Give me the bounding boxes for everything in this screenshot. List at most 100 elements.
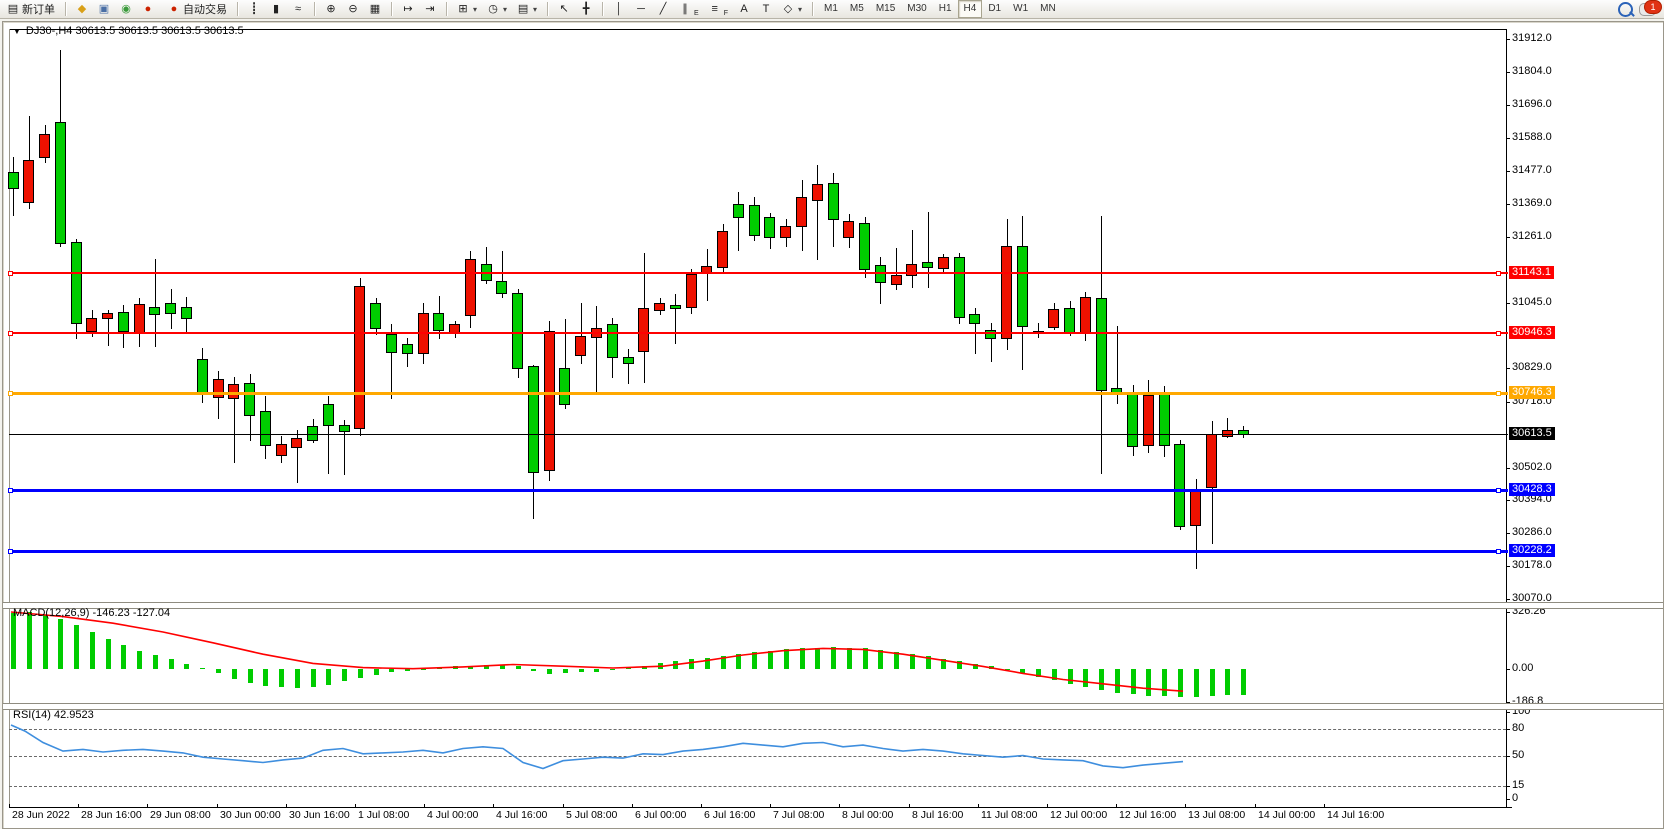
candle-body[interactable] <box>1206 434 1217 488</box>
tile-windows-button[interactable]: ▦ <box>364 0 386 18</box>
candle-body[interactable] <box>1080 297 1091 334</box>
horizontal-level-line[interactable] <box>9 392 1508 395</box>
candle-body[interactable] <box>954 257 965 318</box>
candle-body[interactable] <box>686 274 697 308</box>
candle-body[interactable] <box>228 384 239 399</box>
candle-body[interactable] <box>71 242 82 324</box>
candle-body[interactable] <box>717 231 728 268</box>
candle-body[interactable] <box>197 359 208 394</box>
periods-button[interactable]: ◷ ▾ <box>482 0 512 18</box>
candle-body[interactable] <box>1096 298 1107 391</box>
autotrade-button[interactable]: ● <box>137 0 159 18</box>
charts-button[interactable]: ◆ <box>71 0 93 18</box>
candle-body[interactable] <box>749 205 760 236</box>
horizontal-level-line[interactable] <box>9 489 1508 492</box>
candle-body[interactable] <box>1001 246 1012 339</box>
candle-body[interactable] <box>859 223 870 270</box>
line-handle-right[interactable] <box>1496 549 1501 554</box>
timeframe-button-mn[interactable]: MN <box>1040 3 1056 14</box>
chat-icon[interactable]: 1 <box>1639 0 1662 16</box>
timeframe-button-h1[interactable]: H1 <box>938 3 952 14</box>
chevron-down-icon[interactable]: ▾ <box>798 4 803 14</box>
horizontal-level-line[interactable] <box>9 332 1508 334</box>
line-handle-left[interactable] <box>8 549 13 554</box>
candle-body[interactable] <box>1017 246 1028 327</box>
candle-body[interactable] <box>969 314 980 324</box>
text-label-button[interactable]: T <box>755 0 777 18</box>
candle-body[interactable] <box>370 303 381 329</box>
timeframe-button-m15[interactable]: M15 <box>875 3 896 14</box>
candle-body[interactable] <box>1064 308 1075 334</box>
auto-scroll-button[interactable]: ↦ <box>397 0 419 18</box>
line-handle-right[interactable] <box>1496 488 1501 493</box>
timeframe-button-w1[interactable]: W1 <box>1013 3 1029 14</box>
candle-body[interactable] <box>323 404 334 426</box>
candle-body[interactable] <box>891 275 902 285</box>
candle-body[interactable] <box>1222 430 1233 437</box>
equidistant-channel-button[interactable]: ∥ E <box>674 0 704 18</box>
chart-shift-button[interactable]: ⇥ <box>419 0 441 18</box>
timeframe-button-d1[interactable]: D1 <box>988 3 1002 14</box>
candle-body[interactable] <box>670 305 681 309</box>
candle-body[interactable] <box>528 366 539 473</box>
candle-body[interactable] <box>496 281 507 294</box>
horizontal-level-line[interactable] <box>9 550 1508 553</box>
chevron-down-icon[interactable]: ▾ <box>473 4 478 14</box>
candle-body[interactable] <box>875 265 886 283</box>
candle-body[interactable] <box>638 308 649 352</box>
search-icon[interactable] <box>1618 1 1633 17</box>
candle-body[interactable] <box>465 259 476 316</box>
candlestick-chart-button[interactable]: ▮ <box>265 0 287 18</box>
candle-body[interactable] <box>764 217 775 238</box>
chevron-down-icon[interactable]: ▾ <box>503 4 508 14</box>
candle-body[interactable] <box>575 336 586 356</box>
candle-body[interactable] <box>906 264 917 276</box>
candle-body[interactable] <box>733 204 744 218</box>
candle-body[interactable] <box>843 221 854 238</box>
candle-body[interactable] <box>1159 394 1170 446</box>
line-handle-left[interactable] <box>8 391 13 396</box>
candle-body[interactable] <box>8 172 19 189</box>
candle-body[interactable] <box>86 318 97 332</box>
candle-body[interactable] <box>165 303 176 314</box>
rsi-panel-separator[interactable] <box>3 703 1663 710</box>
candle-body[interactable] <box>260 411 271 446</box>
candle-body[interactable] <box>1048 309 1059 328</box>
candle-body[interactable] <box>386 334 397 353</box>
candle-body[interactable] <box>339 425 350 432</box>
candle-body[interactable] <box>544 331 555 471</box>
line-handle-right[interactable] <box>1496 331 1501 336</box>
candle-body[interactable] <box>118 312 129 332</box>
cursor-button[interactable]: ↖ <box>553 0 575 18</box>
macd-panel-separator[interactable] <box>3 602 1663 609</box>
candle-body[interactable] <box>354 286 365 429</box>
candle-body[interactable] <box>276 444 287 456</box>
chevron-down-icon[interactable]: ▾ <box>533 4 538 14</box>
candle-body[interactable] <box>796 197 807 227</box>
indicators-button[interactable]: ⊞ ▾ <box>452 0 482 18</box>
candle-body[interactable] <box>55 122 66 244</box>
line-chart-button[interactable]: ≈ <box>287 0 309 18</box>
candle-body[interactable] <box>1127 392 1138 447</box>
text-button[interactable]: A <box>733 0 755 18</box>
fibonacci-button[interactable]: ≡ F <box>704 0 733 18</box>
crosshair-button[interactable]: ╋ <box>575 0 597 18</box>
bar-chart-button[interactable]: ┋ <box>243 0 265 18</box>
candle-body[interactable] <box>134 304 145 334</box>
horizontal-level-line[interactable] <box>9 434 1508 435</box>
candle-body[interactable] <box>244 383 255 416</box>
timeframe-button-h4[interactable]: H4 <box>957 0 983 18</box>
candle-body[interactable] <box>512 293 523 369</box>
candle-body[interactable] <box>654 303 665 311</box>
candle-body[interactable] <box>922 262 933 268</box>
signals-button[interactable]: ◉ <box>115 0 137 18</box>
autotrade-button[interactable]: ● 自动交易 <box>163 0 232 18</box>
zoom-in-button[interactable]: ⊕ <box>320 0 342 18</box>
chart-area[interactable]: ▼ DJ30-,H4 30613.5 30613.5 30613.5 30613… <box>3 22 1663 828</box>
line-handle-left[interactable] <box>8 271 13 276</box>
profile-button[interactable]: ▣ <box>93 0 115 18</box>
timeframe-button-m5[interactable]: M5 <box>849 3 864 14</box>
symbol-quote-line[interactable]: ▼ DJ30-,H4 30613.5 30613.5 30613.5 30613… <box>13 25 244 37</box>
candle-body[interactable] <box>433 313 444 331</box>
new-order-button[interactable]: ▤ 新订单 <box>2 0 60 18</box>
